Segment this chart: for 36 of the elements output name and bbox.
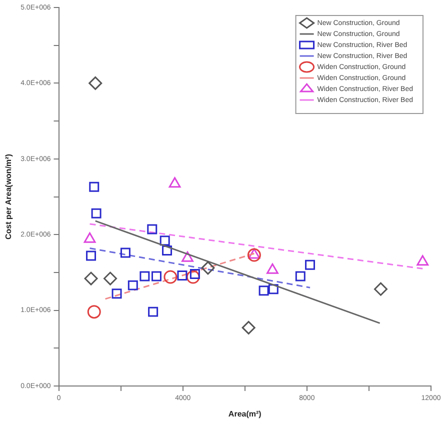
point [104,272,118,286]
y-axis-title: Cost per Area(won/m²) [4,154,14,240]
point [88,76,102,90]
point [266,263,278,274]
point [164,270,178,284]
point [186,270,200,284]
point [374,282,388,296]
point [151,271,162,282]
point [162,246,172,256]
point [148,306,158,317]
point [247,248,261,262]
point [168,177,181,188]
x-axis-title: Area(m²) [228,409,262,418]
point [190,268,200,279]
point [147,224,158,234]
point [87,305,101,319]
point [91,208,102,218]
point [140,271,150,282]
point [84,272,98,286]
point [248,248,260,259]
point [242,320,256,334]
point [112,288,122,299]
point [268,284,278,294]
point [86,250,96,261]
point [305,260,316,270]
point [120,248,130,258]
point [258,286,269,296]
point [416,255,429,266]
point [128,280,138,290]
point [89,182,100,192]
point [177,270,188,280]
point [201,261,215,275]
point [182,251,194,262]
point [160,236,170,246]
point [295,271,306,282]
point [84,232,96,243]
